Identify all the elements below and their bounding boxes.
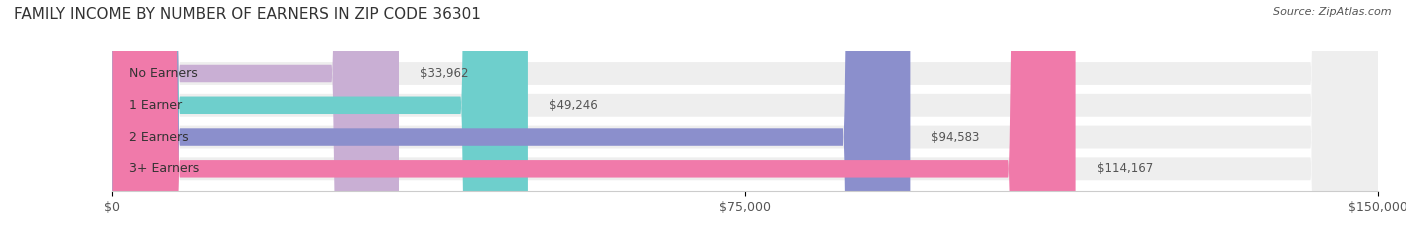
FancyBboxPatch shape xyxy=(112,0,527,233)
FancyBboxPatch shape xyxy=(112,0,1076,233)
Text: FAMILY INCOME BY NUMBER OF EARNERS IN ZIP CODE 36301: FAMILY INCOME BY NUMBER OF EARNERS IN ZI… xyxy=(14,7,481,22)
Text: $33,962: $33,962 xyxy=(420,67,468,80)
FancyBboxPatch shape xyxy=(112,0,1378,233)
Text: $49,246: $49,246 xyxy=(548,99,598,112)
Text: 1 Earner: 1 Earner xyxy=(129,99,183,112)
Text: No Earners: No Earners xyxy=(129,67,198,80)
Text: 2 Earners: 2 Earners xyxy=(129,130,188,144)
Text: $94,583: $94,583 xyxy=(931,130,980,144)
Text: $114,167: $114,167 xyxy=(1097,162,1153,175)
FancyBboxPatch shape xyxy=(112,0,1378,233)
Text: 3+ Earners: 3+ Earners xyxy=(129,162,200,175)
FancyBboxPatch shape xyxy=(112,0,1378,233)
FancyBboxPatch shape xyxy=(112,0,1378,233)
FancyBboxPatch shape xyxy=(112,0,910,233)
Text: Source: ZipAtlas.com: Source: ZipAtlas.com xyxy=(1274,7,1392,17)
FancyBboxPatch shape xyxy=(112,0,399,233)
